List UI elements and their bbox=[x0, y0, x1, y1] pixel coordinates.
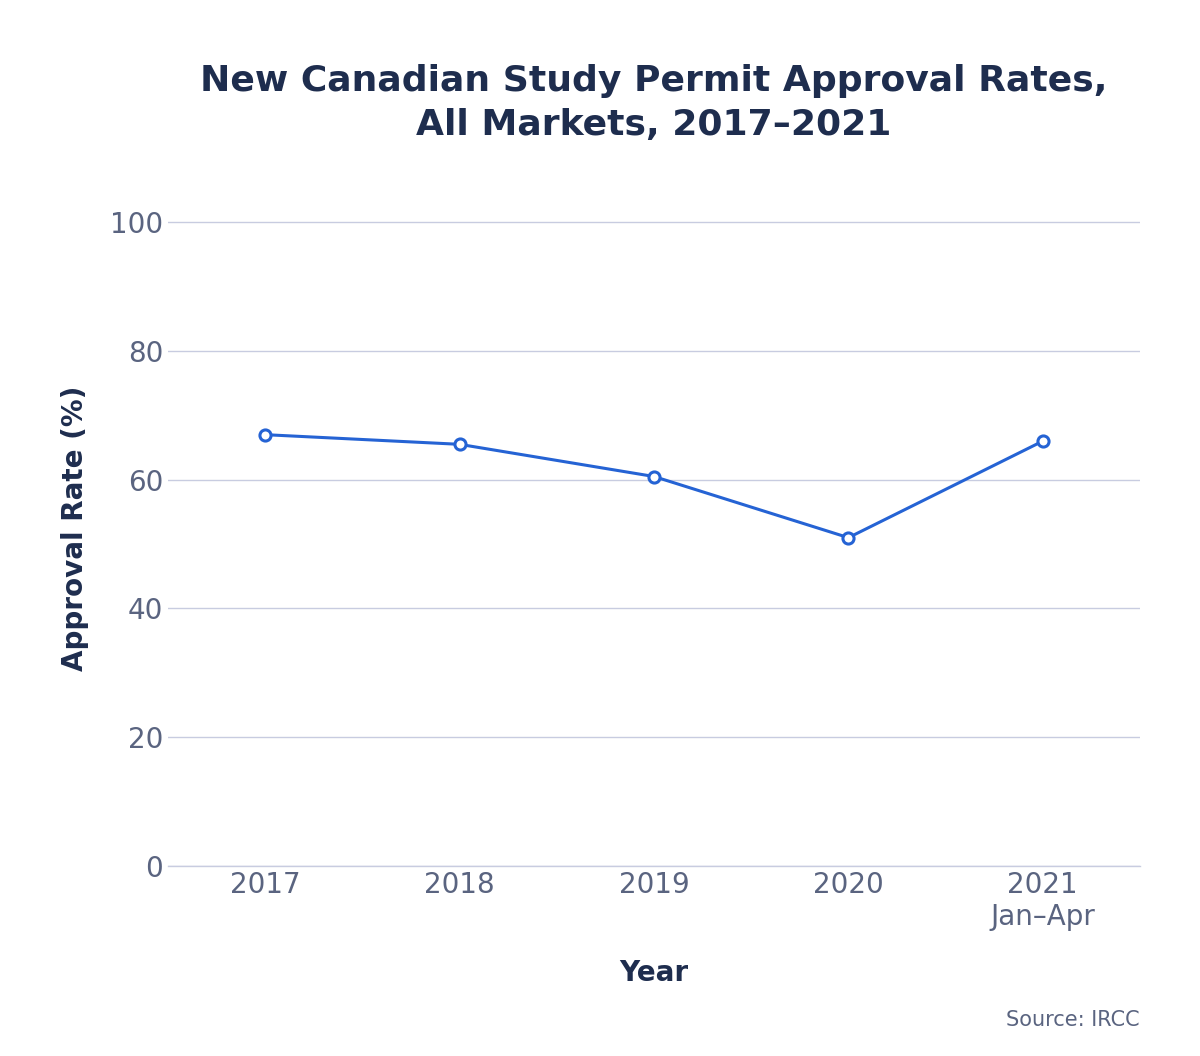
X-axis label: Year: Year bbox=[619, 959, 689, 987]
Text: Source: IRCC: Source: IRCC bbox=[1007, 1010, 1140, 1030]
Title: New Canadian Study Permit Approval Rates,
All Markets, 2017–2021: New Canadian Study Permit Approval Rates… bbox=[200, 64, 1108, 142]
Y-axis label: Approval Rate (%): Approval Rate (%) bbox=[61, 385, 89, 671]
